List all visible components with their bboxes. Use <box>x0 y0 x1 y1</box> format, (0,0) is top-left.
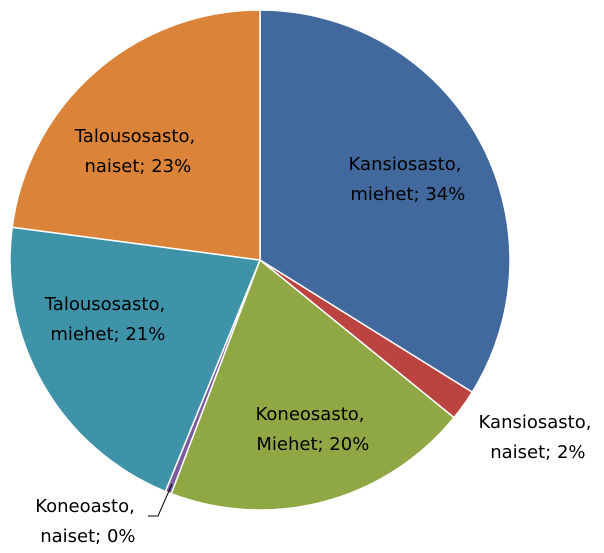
data-label-line: naiset; 0% <box>34 526 135 547</box>
pie-slice <box>259 9 511 394</box>
data-label-line: miehet; 34% <box>345 184 466 205</box>
data-label: Kansiosasto, miehet; 34% <box>345 154 466 205</box>
pie-slice <box>170 258 456 511</box>
data-label: Koneoasto, naiset; 0% <box>34 496 135 547</box>
data-label-line: naiset; 23% <box>79 156 191 177</box>
pie-slice <box>9 226 262 493</box>
data-label-line: Koneosasto, <box>256 404 365 425</box>
data-label: Kansiosasto, naiset; 2% <box>479 412 592 463</box>
data-label-line: Koneoasto, <box>35 496 135 517</box>
pie-slice <box>11 9 261 261</box>
data-label: Talousosasto, naiset; 23% <box>74 126 195 177</box>
leader-line <box>148 483 173 517</box>
data-label-line: Kansiosasto, <box>479 412 592 433</box>
data-label: Talousosasto, miehet; 21% <box>44 294 166 345</box>
data-label-line: Miehet; 20% <box>251 434 370 455</box>
data-label-line: Kansiosasto, <box>349 154 462 175</box>
data-label-line: Talousosasto, <box>44 294 165 315</box>
data-label-line: miehet; 21% <box>45 324 166 345</box>
data-label-line: Talousosasto, <box>74 126 195 147</box>
data-label: Koneosasto, Miehet; 20% <box>251 404 370 455</box>
data-label-line: naiset; 2% <box>484 442 585 463</box>
